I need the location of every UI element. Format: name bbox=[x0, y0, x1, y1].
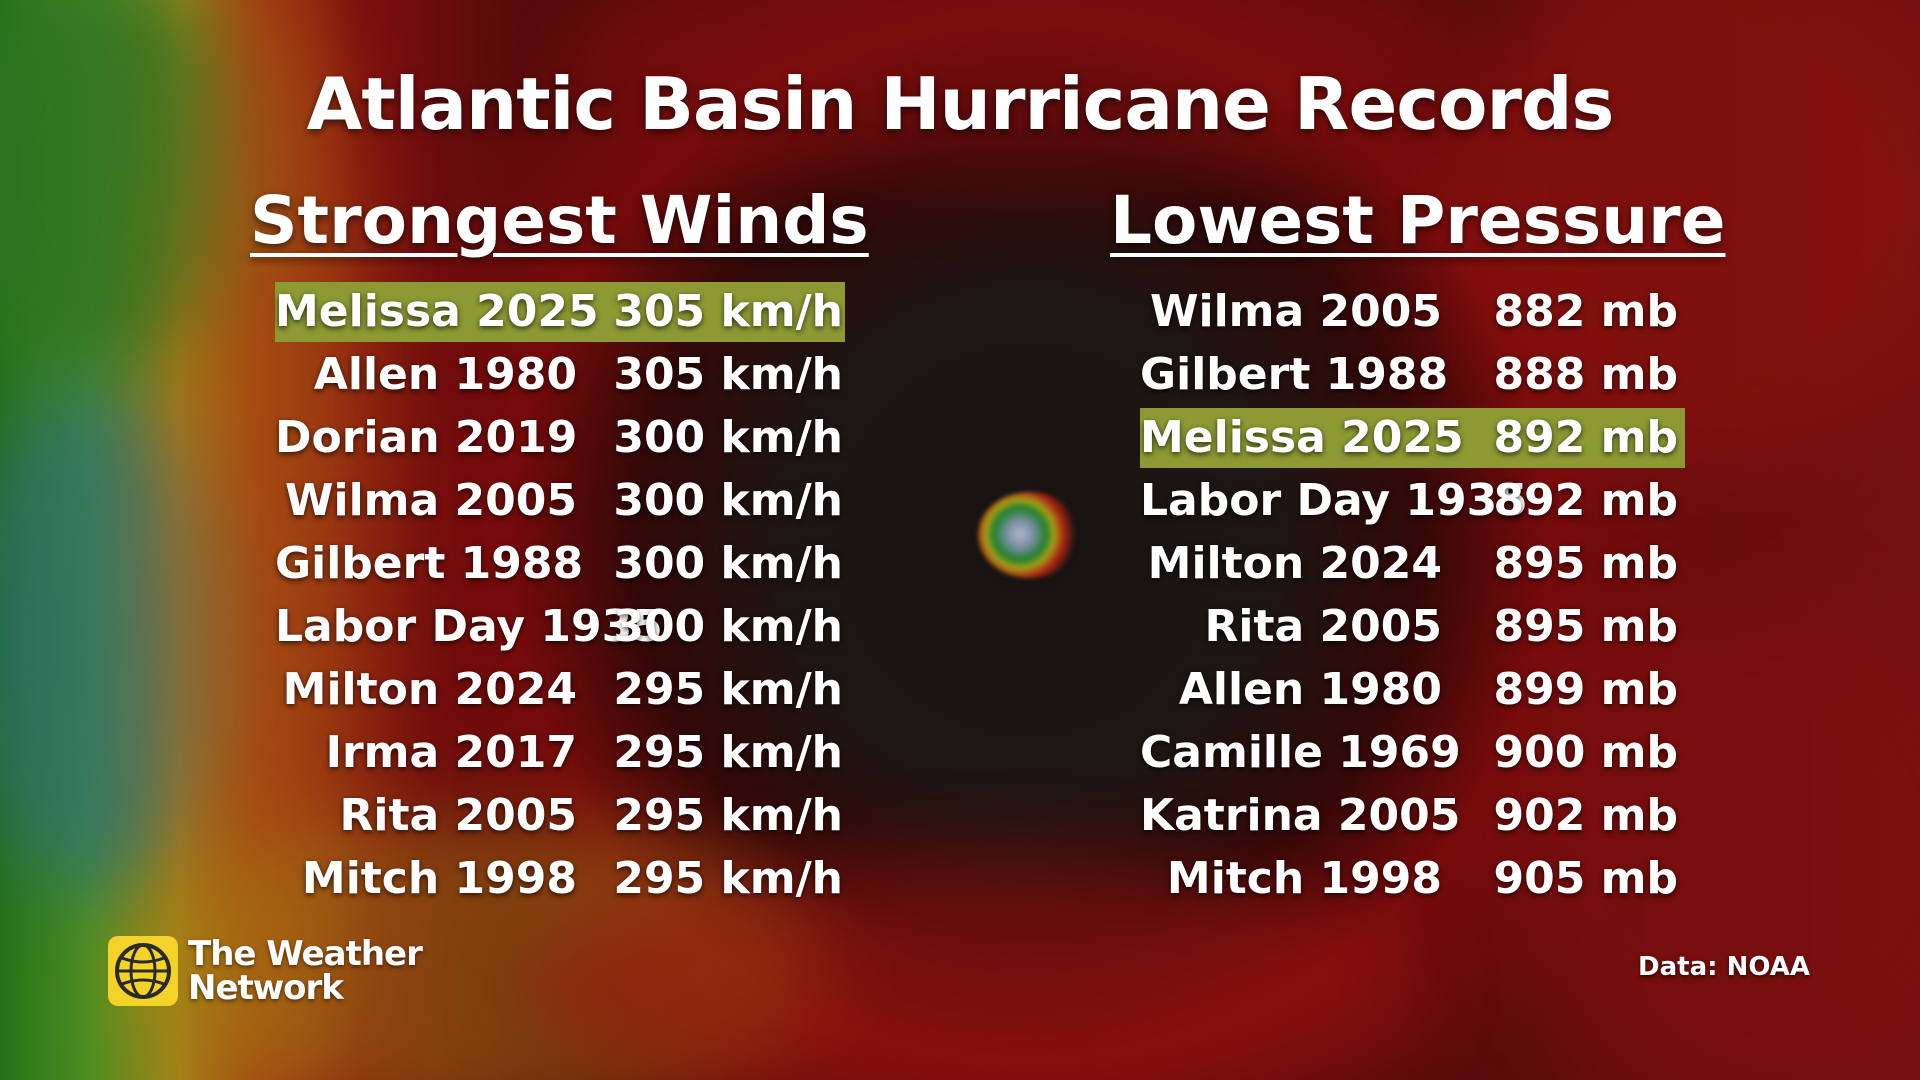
winds-value: 300 km/h bbox=[613, 601, 843, 652]
pressure-value: 899 mb bbox=[1493, 664, 1678, 715]
winds-row: Gilbert 1988 300 km/h bbox=[275, 534, 845, 594]
strongest-winds-heading: Strongest Winds bbox=[250, 182, 869, 259]
pressure-row: Rita 2005 895 mb bbox=[1140, 597, 1685, 657]
pressure-hurricane-name: Melissa 2025 bbox=[1140, 412, 1464, 463]
globe-icon bbox=[108, 936, 178, 1006]
pressure-hurricane-name: Rita 2005 bbox=[1204, 601, 1442, 652]
winds-row: Milton 2024 295 km/h bbox=[275, 660, 845, 720]
logo-text: The Weather Network bbox=[188, 934, 423, 1008]
winds-value: 300 km/h bbox=[613, 538, 843, 589]
pressure-row: Camille 1969 900 mb bbox=[1140, 723, 1685, 783]
pressure-hurricane-name: Allen 1980 bbox=[1178, 664, 1442, 715]
pressure-row: Katrina 2005 902 mb bbox=[1140, 786, 1685, 846]
pressure-hurricane-name: Katrina 2005 bbox=[1140, 790, 1461, 841]
winds-hurricane-name: Rita 2005 bbox=[339, 790, 577, 841]
weather-network-logo: The Weather Network bbox=[108, 934, 423, 1008]
pressure-row: Labor Day 1935 892 mb bbox=[1140, 471, 1685, 531]
pressure-row: Wilma 2005 882 mb bbox=[1140, 282, 1685, 342]
winds-row: Wilma 2005 300 km/h bbox=[275, 471, 845, 531]
lowest-pressure-heading: Lowest Pressure bbox=[1110, 182, 1726, 259]
pressure-value: 900 mb bbox=[1493, 727, 1678, 778]
pressure-row: Melissa 2025 892 mb bbox=[1140, 408, 1685, 468]
winds-hurricane-name: Labor Day 1935 bbox=[275, 601, 663, 652]
pressure-hurricane-name: Labor Day 1935 bbox=[1140, 475, 1528, 526]
winds-hurricane-name: Gilbert 1988 bbox=[275, 538, 584, 589]
pressure-value: 892 mb bbox=[1493, 475, 1678, 526]
logo-line-2: Network bbox=[188, 968, 344, 1008]
winds-value: 295 km/h bbox=[613, 727, 843, 778]
winds-value: 295 km/h bbox=[613, 790, 843, 841]
pressure-hurricane-name: Wilma 2005 bbox=[1149, 286, 1442, 337]
winds-row: Dorian 2019 300 km/h bbox=[275, 408, 845, 468]
page-title: Atlantic Basin Hurricane Records bbox=[306, 62, 1615, 146]
winds-row: Labor Day 1935 300 km/h bbox=[275, 597, 845, 657]
pressure-hurricane-name: Camille 1969 bbox=[1140, 727, 1461, 778]
pressure-row: Allen 1980 899 mb bbox=[1140, 660, 1685, 720]
winds-hurricane-name: Irma 2017 bbox=[325, 727, 577, 778]
winds-row: Allen 1980 305 km/h bbox=[275, 345, 845, 405]
winds-value: 295 km/h bbox=[613, 664, 843, 715]
pressure-value: 902 mb bbox=[1493, 790, 1678, 841]
pressure-row: Gilbert 1988 888 mb bbox=[1140, 345, 1685, 405]
winds-hurricane-name: Milton 2024 bbox=[282, 664, 577, 715]
winds-value: 305 km/h bbox=[613, 349, 843, 400]
winds-row: Irma 2017 295 km/h bbox=[275, 723, 845, 783]
winds-hurricane-name: Wilma 2005 bbox=[284, 475, 577, 526]
winds-value: 300 km/h bbox=[613, 412, 843, 463]
pressure-hurricane-name: Mitch 1998 bbox=[1166, 853, 1442, 904]
pressure-hurricane-name: Milton 2024 bbox=[1147, 538, 1442, 589]
winds-value: 300 km/h bbox=[613, 475, 843, 526]
winds-hurricane-name: Mitch 1998 bbox=[301, 853, 577, 904]
winds-row: Melissa 2025 305 km/h bbox=[275, 282, 845, 342]
winds-value: 305 km/h bbox=[613, 286, 843, 337]
pressure-value: 892 mb bbox=[1493, 412, 1678, 463]
pressure-row: Milton 2024 895 mb bbox=[1140, 534, 1685, 594]
winds-hurricane-name: Melissa 2025 bbox=[275, 286, 599, 337]
pressure-value: 895 mb bbox=[1493, 538, 1678, 589]
winds-row: Rita 2005 295 km/h bbox=[275, 786, 845, 846]
data-source: Data: NOAA bbox=[1638, 952, 1810, 982]
winds-row: Mitch 1998 295 km/h bbox=[275, 849, 845, 909]
winds-value: 295 km/h bbox=[613, 853, 843, 904]
pressure-row: Mitch 1998 905 mb bbox=[1140, 849, 1685, 909]
pressure-value: 895 mb bbox=[1493, 601, 1678, 652]
winds-hurricane-name: Dorian 2019 bbox=[275, 412, 578, 463]
hurricane-eye bbox=[978, 492, 1080, 578]
winds-hurricane-name: Allen 1980 bbox=[313, 349, 577, 400]
logo-line-1: The Weather bbox=[188, 934, 423, 974]
pressure-value: 888 mb bbox=[1493, 349, 1678, 400]
pressure-value: 882 mb bbox=[1493, 286, 1678, 337]
pressure-hurricane-name: Gilbert 1988 bbox=[1140, 349, 1449, 400]
pressure-value: 905 mb bbox=[1493, 853, 1678, 904]
